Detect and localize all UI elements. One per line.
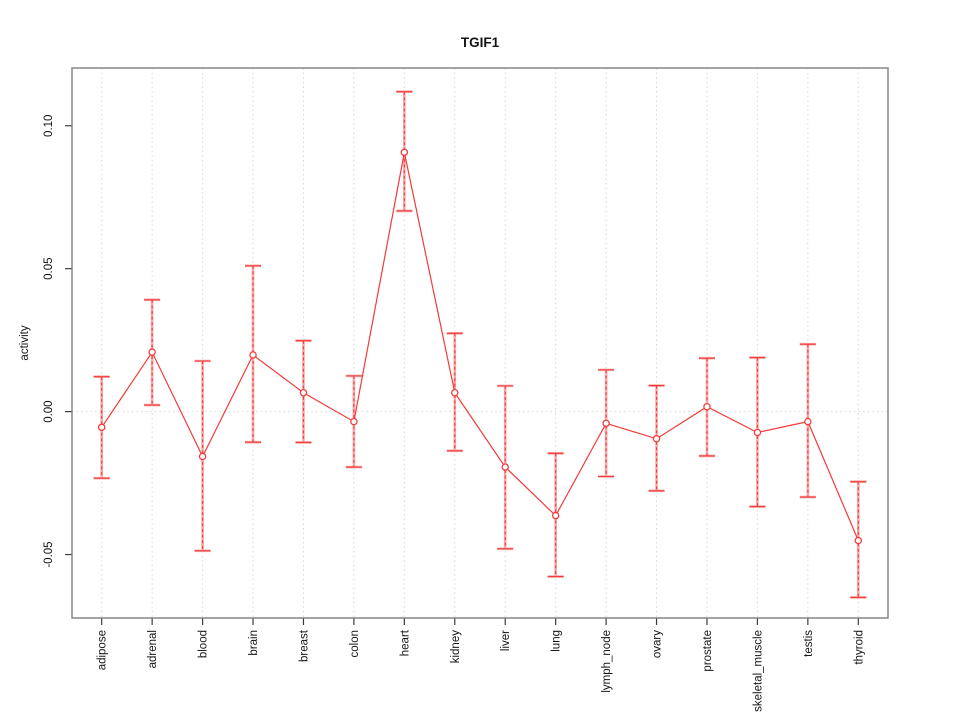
data-point-adrenal	[148, 348, 156, 356]
data-point-colon	[350, 417, 358, 426]
plot-box	[71, 67, 889, 619]
x-tick-label-adipose: adipose	[97, 630, 109, 670]
data-point-skeletal_muscle	[753, 428, 762, 437]
y-tick-label-0.10: 0.10	[43, 115, 55, 137]
y-axis-label: activity	[19, 325, 31, 360]
gridlines	[72, 68, 888, 618]
data-point-testis	[804, 417, 812, 426]
data-point-breast	[299, 388, 308, 397]
x-tick-label-breast: breast	[298, 629, 310, 662]
x-tick-label-kidney: kidney	[450, 630, 462, 663]
series-tgif1	[97, 148, 863, 545]
x-tick-label-prostate: prostate	[702, 630, 714, 672]
data-point-adipose	[97, 423, 106, 432]
series-line	[101, 152, 859, 541]
y-tick-label-0.00: 0.00	[43, 400, 55, 422]
data-point-lymph_node	[602, 419, 610, 428]
x-tick-label-colon: colon	[349, 630, 361, 658]
x-tick-label-thyroid: thyroid	[853, 630, 865, 665]
data-point-kidney	[451, 388, 459, 397]
error-bars	[93, 90, 867, 599]
data-point-liver	[501, 463, 509, 471]
x-tick-label-heart: heart	[399, 629, 411, 656]
data-point-lung	[551, 511, 560, 520]
data-point-blood	[198, 452, 207, 461]
x-tick-label-ovary: ovary	[652, 630, 664, 658]
data-point-prostate	[703, 402, 711, 411]
x-tick-label-blood: blood	[198, 630, 210, 658]
x-tick-label-adrenal: adrenal	[147, 630, 159, 668]
x-tick-label-brain: brain	[248, 630, 260, 656]
axes: -0.05 0.00 0.05 0.10 adipose adrenal blood brai…	[43, 115, 865, 712]
x-tick-label-lymph_node: lymph_node	[601, 630, 613, 693]
data-point-heart	[400, 148, 409, 157]
x-tick-label-skeletal_muscle: skeletal_muscle	[752, 630, 764, 712]
y-tick-label-0.05: 0.05	[43, 257, 55, 279]
y-tick-label--0.05: -0.05	[43, 541, 55, 567]
chart-title: TGIF1	[461, 35, 500, 50]
data-point-brain	[249, 351, 257, 359]
x-tick-label-lung: lung	[551, 630, 563, 652]
data-point-thyroid	[854, 536, 863, 545]
x-tick-label-testis: testis	[803, 630, 815, 657]
x-tick-label-liver: liver	[500, 630, 512, 651]
data-point-ovary	[652, 435, 661, 443]
